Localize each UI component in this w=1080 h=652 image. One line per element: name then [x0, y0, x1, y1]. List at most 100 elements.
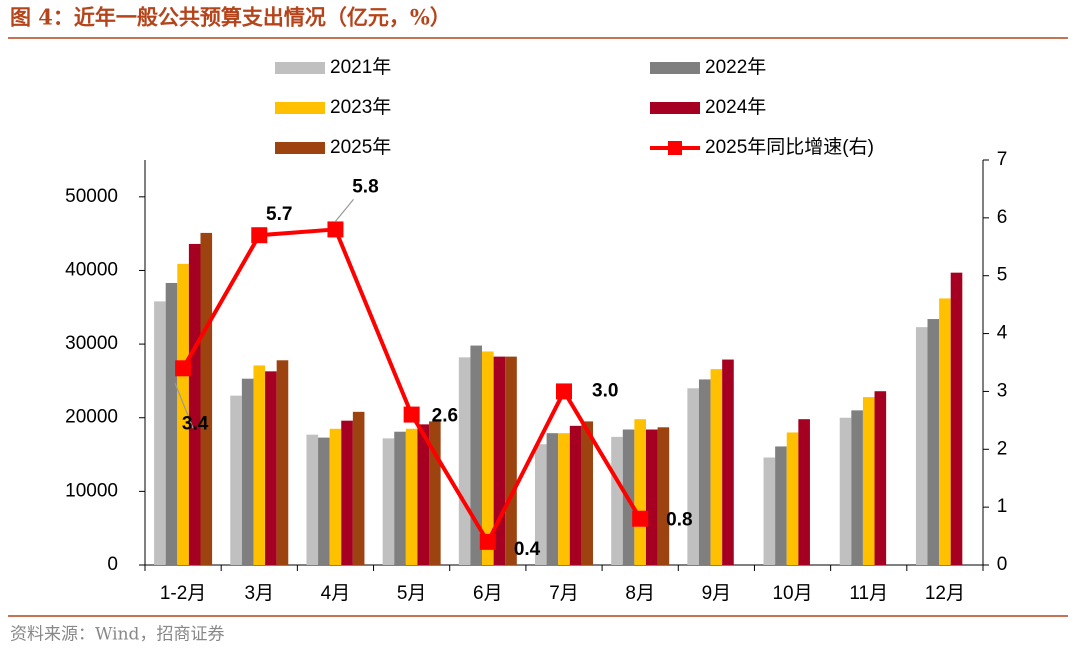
bar	[341, 420, 353, 565]
data-label: 5.8	[352, 176, 378, 197]
legend-label: 2025年	[330, 136, 391, 158]
bar	[154, 301, 166, 565]
bar	[329, 428, 342, 565]
bar	[253, 365, 266, 565]
bar	[950, 272, 963, 565]
bar	[265, 371, 277, 565]
line-marker	[479, 533, 496, 550]
x-tick-label: 4月	[321, 583, 351, 604]
x-tick-label: 8月	[625, 583, 655, 604]
x-tick-label: 3月	[244, 583, 274, 604]
legend-marker	[668, 141, 682, 155]
y2-tick-label: 6	[997, 207, 1008, 228]
x-tick-label: 6月	[473, 583, 503, 604]
bar	[230, 395, 242, 565]
legend-label: 2025年同比增速(右)	[705, 136, 874, 158]
bar	[698, 379, 711, 565]
data-label: 3.4	[182, 413, 209, 434]
y-tick-label: 10000	[65, 480, 118, 501]
data-label: 2.6	[432, 406, 458, 427]
bar	[927, 319, 940, 565]
line-marker	[175, 360, 192, 377]
bar	[458, 357, 471, 565]
y2-tick-label: 0	[997, 554, 1008, 575]
x-tick-label: 11月	[849, 583, 888, 604]
bar	[417, 424, 430, 565]
y-tick-label: 50000	[65, 186, 118, 207]
bar	[786, 432, 799, 565]
line-marker	[251, 227, 268, 244]
legend-swatch	[650, 102, 700, 114]
legend-label: 2021年	[330, 56, 391, 78]
bar	[645, 429, 658, 565]
bar	[558, 433, 570, 565]
label-leader	[174, 383, 194, 429]
bar	[405, 428, 418, 565]
bar	[352, 411, 365, 565]
legend-label: 2023年	[330, 96, 391, 118]
y2-tick-label: 5	[997, 265, 1008, 286]
bar	[851, 410, 863, 565]
bar	[306, 434, 319, 565]
bar	[775, 446, 787, 565]
bar	[482, 351, 494, 565]
bar	[569, 425, 582, 565]
source: 资料来源：Wind，招商证券	[10, 625, 224, 645]
bar	[710, 369, 723, 565]
bar	[394, 431, 406, 565]
bar	[763, 457, 776, 565]
legend-swatch	[275, 142, 325, 154]
x-tick-label: 9月	[702, 583, 732, 604]
y2-tick-label: 4	[997, 323, 1008, 344]
bar	[581, 421, 593, 565]
bar	[939, 298, 951, 565]
y2-tick-label: 1	[997, 496, 1008, 517]
bar	[241, 378, 254, 565]
bar	[722, 359, 734, 565]
legend-label: 2022年	[705, 56, 766, 78]
line-marker	[556, 383, 572, 400]
bar	[634, 419, 646, 565]
bar	[493, 356, 506, 565]
bar	[429, 421, 441, 565]
bar	[546, 433, 559, 565]
bar	[382, 438, 395, 565]
y-tick-label: 30000	[65, 333, 118, 354]
data-label: 0.4	[514, 539, 541, 560]
bar	[165, 282, 178, 565]
x-tick-label: 10月	[772, 583, 812, 604]
bar	[276, 360, 289, 565]
chart-title: 图 4：近年一般公共预算支出情况（亿元，%）	[10, 5, 451, 30]
data-label: 3.0	[592, 380, 618, 401]
bar	[862, 397, 875, 565]
bar	[177, 263, 189, 565]
bar	[470, 345, 483, 565]
label-leader	[334, 199, 354, 222]
bar	[535, 444, 547, 565]
bar	[839, 417, 852, 565]
y-tick-label: 20000	[65, 407, 118, 428]
line-marker	[403, 406, 420, 423]
bar	[687, 388, 699, 565]
bar	[505, 356, 517, 565]
data-label: 5.7	[266, 204, 292, 225]
legend-label: 2024年	[705, 96, 766, 118]
y2-tick-label: 3	[997, 380, 1008, 401]
x-tick-label: 7月	[549, 583, 579, 604]
x-tick-label: 12月	[925, 583, 965, 604]
legend-swatch	[275, 102, 325, 114]
bar	[200, 232, 213, 565]
x-tick-label: 5月	[397, 583, 427, 604]
bar	[915, 327, 928, 565]
y-tick-label: 40000	[65, 259, 118, 280]
data-label: 0.8	[666, 510, 692, 531]
y2-tick-label: 2	[997, 438, 1008, 459]
bar	[874, 391, 887, 565]
bar	[611, 436, 623, 565]
legend-swatch	[275, 62, 325, 74]
line-marker	[632, 510, 649, 527]
y2-tick-label: 7	[997, 149, 1008, 170]
bar	[188, 243, 201, 566]
line-marker	[327, 221, 344, 238]
